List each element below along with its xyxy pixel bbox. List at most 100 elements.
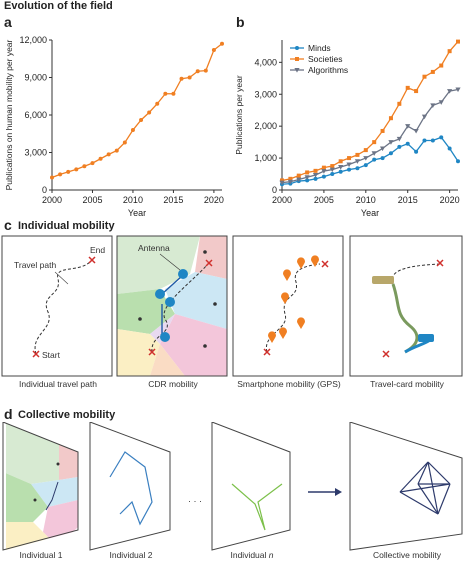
data-point	[147, 110, 152, 115]
x-tick-label: 2015	[398, 195, 418, 205]
cdr-end-marker	[205, 259, 213, 267]
data-point	[388, 151, 393, 156]
travel-path-label: Travel path	[14, 260, 56, 270]
x-tick-label: 2000	[42, 195, 62, 205]
data-point	[139, 118, 144, 122]
data-point	[203, 68, 208, 73]
data-point	[163, 91, 168, 96]
phone-icon	[165, 297, 175, 307]
start-label: Start	[42, 350, 61, 360]
data-point	[439, 63, 444, 68]
data-point	[155, 101, 160, 106]
y-tick-label: 1,000	[254, 153, 277, 163]
data-point	[380, 128, 385, 133]
data-point	[422, 138, 427, 143]
legend-label: Societies	[308, 54, 343, 64]
x-tick-label: 2005	[82, 195, 102, 205]
x-tick-label: 2005	[314, 195, 334, 205]
end-label: End	[90, 245, 105, 255]
data-point	[321, 174, 326, 179]
data-point	[312, 173, 319, 178]
x-axis-label: Year	[361, 208, 379, 218]
caption-individual-n: Individual n	[230, 550, 274, 560]
data-point	[405, 141, 410, 146]
data-point	[122, 140, 127, 145]
data-point	[397, 144, 402, 149]
phone-icon	[155, 289, 165, 299]
panel-letter-b: b	[236, 14, 245, 30]
travel-path-map	[1, 235, 113, 377]
data-point	[355, 166, 360, 171]
data-point	[279, 180, 285, 186]
data-point	[106, 152, 111, 157]
data-point	[130, 128, 135, 132]
data-point	[372, 157, 377, 162]
series-line	[281, 88, 459, 184]
data-point	[430, 69, 435, 74]
individual-map-1	[2, 422, 79, 551]
x-tick-label: 2015	[163, 195, 183, 205]
data-point	[421, 114, 428, 120]
y-tick-label: 3,000	[254, 89, 277, 99]
legend-marker	[295, 46, 299, 50]
series-line	[281, 41, 459, 182]
data-point	[305, 178, 310, 183]
x-tick-label: 2020	[204, 195, 224, 205]
data-point	[50, 175, 54, 180]
y-tick-label: 9,000	[24, 73, 47, 83]
individual-map-2	[89, 422, 171, 551]
legend-label: Algorithms	[308, 65, 348, 75]
data-point	[380, 156, 385, 161]
y-tick-label: 3,000	[24, 148, 47, 158]
data-point	[220, 41, 224, 46]
caption-gps-mobility: Smartphone mobility (GPS)	[237, 379, 341, 389]
cdr-mobility-map	[116, 235, 228, 377]
travel-path-line	[34, 259, 93, 355]
data-point	[422, 74, 427, 79]
data-point	[74, 167, 79, 172]
data-point	[287, 179, 293, 185]
data-point	[447, 146, 452, 151]
legend-marker	[295, 57, 299, 61]
section-d-heading: Collective mobility	[18, 409, 116, 421]
end-marker	[88, 256, 96, 264]
phone-icon	[178, 269, 188, 279]
data-point	[313, 168, 318, 173]
data-point	[280, 178, 284, 183]
bus-icon	[418, 334, 434, 342]
data-point	[338, 159, 343, 164]
data-point	[90, 161, 95, 166]
data-point	[82, 164, 87, 169]
data-point	[195, 69, 200, 74]
y-axis-label: Publications per year	[234, 75, 244, 155]
data-point	[304, 175, 310, 180]
data-point	[430, 138, 435, 143]
data-point	[438, 100, 444, 105]
chart-a: 2000 2005 2010 2015 2020 0 3,000 6,000 9,000 12,0…	[4, 35, 224, 218]
data-point	[414, 149, 419, 154]
data-point	[187, 75, 192, 80]
phone-icon	[160, 332, 170, 342]
figure-title: Evolution of the field	[4, 0, 113, 12]
data-point	[313, 176, 318, 181]
data-point	[347, 156, 352, 161]
y-tick-label: 12,000	[19, 35, 47, 45]
data-point	[354, 159, 361, 164]
data-point	[346, 162, 352, 168]
gps-pin-icons	[267, 255, 319, 343]
data-point	[296, 173, 301, 178]
section-c-heading: Individual mobility	[18, 220, 115, 232]
data-point	[355, 152, 360, 157]
x-tick-label: 2010	[356, 195, 376, 205]
data-point	[330, 172, 335, 177]
panel-letter-c: c	[4, 217, 12, 233]
data-point	[413, 128, 419, 134]
data-point	[288, 176, 293, 181]
data-point	[371, 151, 377, 156]
data-point	[338, 169, 343, 174]
data-point	[329, 167, 335, 173]
data-point	[66, 169, 71, 174]
data-point	[305, 170, 310, 175]
data-point	[456, 159, 460, 164]
data-point	[296, 177, 302, 183]
